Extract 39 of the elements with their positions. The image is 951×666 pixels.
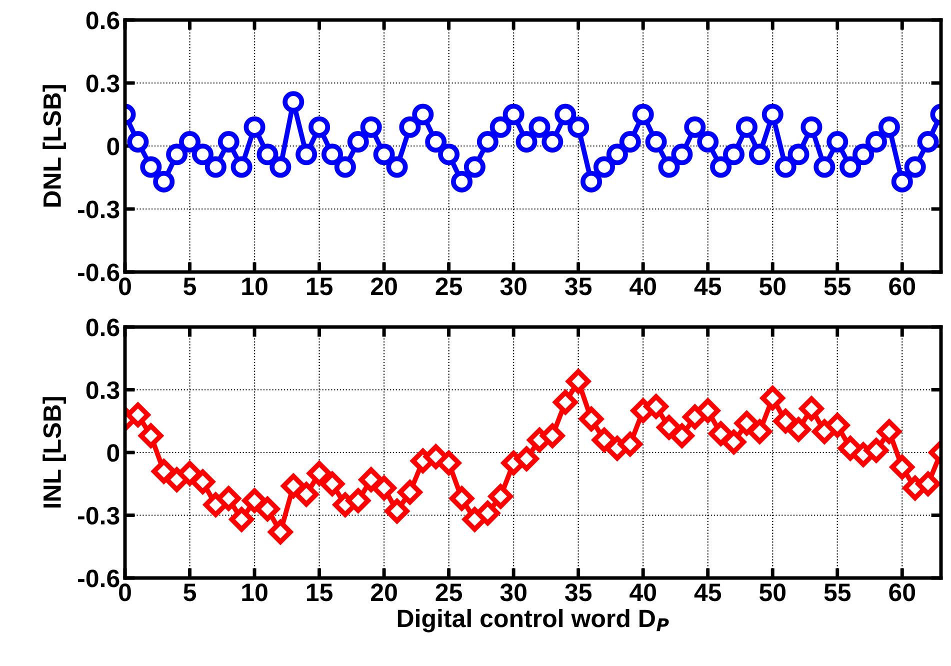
x-tick-label: 20 [371,584,397,602]
x-tick-label: 55 [824,584,851,602]
x-tick-label: 10 [242,278,268,296]
x-tick-label: 45 [694,278,722,296]
y-tick-label: -0.3 [78,200,120,218]
x-tick-label: 25 [436,584,462,602]
x-tick-label: 50 [759,278,786,296]
x-tick-label: 35 [565,584,592,602]
y-tick-label: 0 [107,444,120,462]
x-axis-title: Digital control word D$_{P}$ [398,608,669,632]
y-tick-label: 0.3 [86,74,120,92]
y-tick-label: 0 [107,138,120,156]
x-tick-label: 20 [371,278,397,296]
y-tick-label: -0.3 [78,506,120,525]
y-tick-label: 0.6 [86,318,120,336]
x-tick-label: 15 [306,278,332,296]
y-tick-label: 0.3 [86,381,120,400]
x-tick-label: 60 [889,278,916,296]
y-tick-label: -0.6 [78,264,120,282]
x-tick-label: 50 [759,584,786,602]
x-tick-label: 30 [500,584,526,602]
x-tick-label: 10 [242,584,268,602]
y-tick-label: -0.6 [78,570,120,588]
x-tick-label: 0 [119,584,131,602]
y-axis-title: INL [LSB] [42,397,66,508]
x-tick-label: 45 [694,584,722,602]
x-tick-label: 35 [565,278,592,296]
y-axis-title: DNL [LSB] [42,85,66,207]
x-tick-label: 40 [630,584,656,602]
x-tick-label: 55 [824,278,851,296]
x-tick-label: 30 [500,278,526,296]
x-tick-label: 5 [184,278,196,296]
y-tick-label: 0.6 [86,12,120,30]
x-tick-label: 60 [889,584,916,602]
x-tick-label: 15 [306,584,332,602]
x-tick-label: 0 [119,278,131,296]
x-tick-label: 25 [436,278,462,296]
x-tick-label: 5 [184,584,196,602]
x-tick-label: 40 [630,278,656,296]
